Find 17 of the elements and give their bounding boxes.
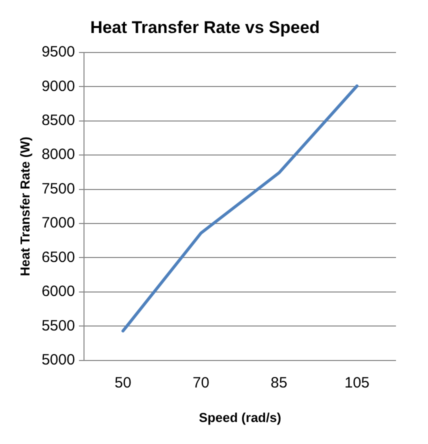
y-tick-label: 9000 xyxy=(42,78,75,95)
x-tick-label: 70 xyxy=(192,374,210,392)
x-tick-label: 105 xyxy=(344,374,370,392)
y-tick-label: 6000 xyxy=(42,283,75,300)
y-axis-title: Heat Transfer Rate (W) xyxy=(17,136,32,276)
x-axis-title: Speed (rad/s) xyxy=(198,410,282,425)
y-tick-label: 5500 xyxy=(42,317,75,334)
y-tick-label: 9500 xyxy=(42,44,75,61)
y-tick-label: 6500 xyxy=(42,248,75,266)
y-tick-label: 5000 xyxy=(42,352,75,369)
y-tick-label: 7500 xyxy=(42,180,75,198)
y-tick-label: 8500 xyxy=(42,112,75,129)
chart-title: Heat Transfer Rate vs Speed xyxy=(90,18,320,37)
x-tick-label: 50 xyxy=(114,374,132,392)
y-tick-label: 7000 xyxy=(42,214,75,232)
x-tick-label: 85 xyxy=(270,374,288,392)
y-tick-label: 8000 xyxy=(42,146,75,164)
